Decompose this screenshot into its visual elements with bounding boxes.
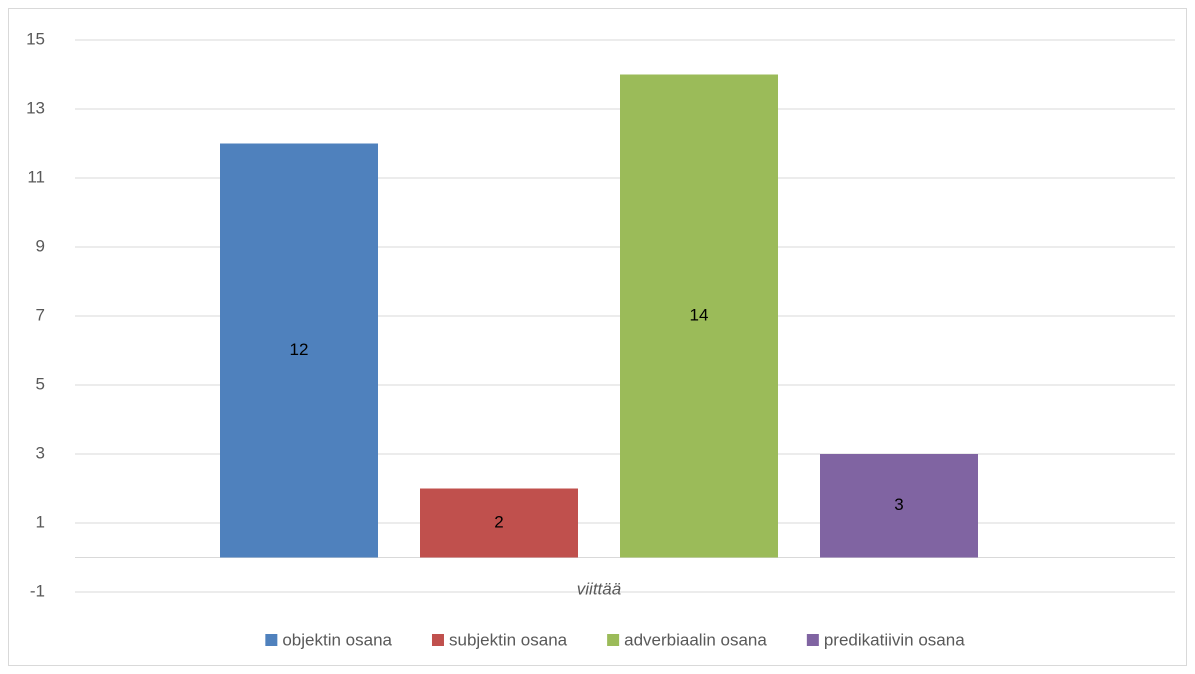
y-tick-label: 7 — [36, 305, 45, 324]
x-tick-label: viittää — [577, 579, 621, 598]
y-tick-label: 13 — [26, 98, 45, 117]
legend-label: predikatiivin osana — [824, 630, 965, 649]
y-tick-label: 15 — [26, 29, 45, 48]
legend-swatch — [265, 634, 278, 646]
legend-label: objektin osana — [282, 630, 392, 649]
y-tick-label: 9 — [36, 236, 45, 255]
legend-swatch — [431, 634, 444, 646]
y-tick-label: -1 — [30, 581, 45, 600]
y-tick-label: 5 — [36, 374, 45, 393]
data-label: 3 — [894, 495, 903, 514]
data-label: 14 — [690, 305, 709, 324]
data-label: 12 — [290, 340, 309, 359]
data-label: 2 — [494, 512, 503, 531]
legend-label: subjektin osana — [449, 630, 568, 649]
legend-swatch — [806, 634, 819, 646]
bar — [220, 143, 378, 558]
y-tick-label: 1 — [36, 512, 45, 531]
legend-swatch — [607, 634, 620, 646]
chart-border — [8, 8, 1187, 666]
bar — [820, 454, 978, 558]
y-tick-label: 11 — [27, 167, 45, 186]
legend-label: adverbiaalin osana — [624, 630, 767, 649]
bar — [620, 74, 778, 558]
y-tick-label: 3 — [36, 443, 45, 462]
bar — [420, 488, 578, 558]
